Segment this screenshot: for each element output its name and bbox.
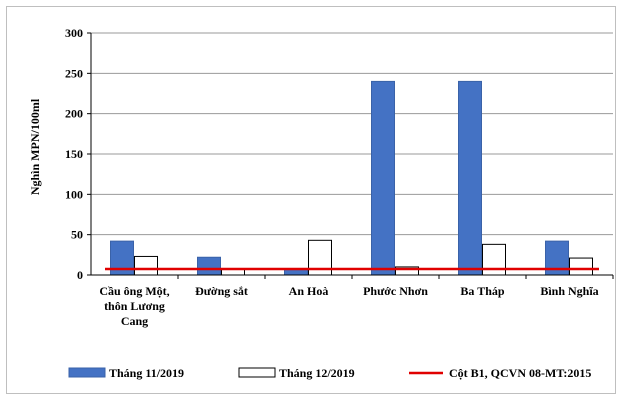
bar-thang-12-2019 (482, 243, 506, 276)
bar-thang-11-2019 (197, 256, 221, 276)
bar-thang-12-2019 (134, 255, 158, 276)
bar-thang-12-2019 (569, 257, 593, 276)
legend-label-thang-11-2019: Tháng 11/2019 (109, 366, 184, 380)
x-category-label: Cầu ông Một, (99, 284, 169, 298)
x-category-label: Phước Nhơn (363, 284, 428, 298)
x-category-label: An Hoà (289, 284, 329, 298)
bar-thang-12-2019 (221, 268, 245, 276)
legend-swatch-thang-12-2019 (238, 367, 276, 378)
x-category-label: thôn Lương (104, 299, 165, 313)
y-axis-title: Nghìn MPN/100ml (28, 98, 42, 195)
y-tick-label: 150 (65, 147, 83, 161)
y-tick-label: 50 (71, 228, 83, 242)
bar-thang-11-2019 (458, 80, 482, 276)
legend-label-thang-12-2019: Tháng 12/2019 (279, 366, 355, 380)
legend-label-qcvn: Cột B1, QCVN 08-MT:2015 (449, 366, 591, 380)
bar-chart: 0 50 100 150 200 250 300 Cầu ông Một,thôn Lương… (28, 26, 614, 380)
legend-swatch-thang-11-2019 (68, 367, 106, 378)
bar-thang-11-2019 (371, 80, 395, 276)
y-tick-label: 200 (65, 107, 83, 121)
x-category-label: Bình Nghĩa (540, 284, 598, 298)
chart-frame: 0 50 100 150 200 250 300 Cầu ông Một, thôn Lương… (6, 6, 616, 394)
y-tick-label: 100 (65, 187, 83, 201)
x-category-label: Cang (121, 314, 148, 328)
x-category-label: Ba Tháp (460, 284, 504, 298)
y-tick-label: 0 (77, 268, 83, 282)
y-tick-label: 250 (65, 66, 83, 80)
y-tick-label: 300 (65, 26, 83, 40)
x-category-label: Đường sắt (195, 284, 248, 298)
